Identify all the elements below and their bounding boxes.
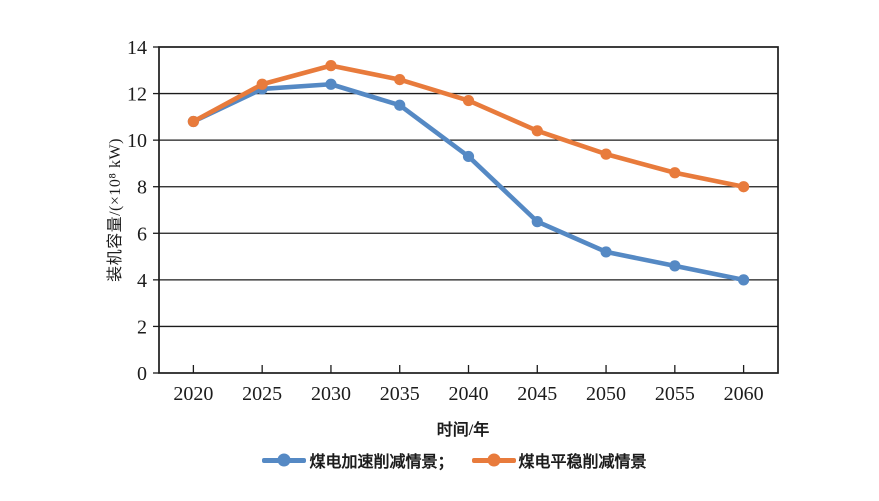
data-point-accelerated-2030 [325,78,337,90]
x-tick-label: 2030 [311,383,351,405]
x-tick-label: 2020 [173,383,213,405]
data-point-steady-2035 [394,74,406,86]
data-point-steady-2030 [325,60,337,72]
data-point-steady-2020 [187,115,199,128]
data-point-steady-2060 [738,181,750,193]
x-tick-label: 2040 [449,383,489,405]
y-axis: 0 2 4 6 8 10 12 14 [127,37,159,385]
legend-label-accelerated: 煤电加速削减情景； [309,454,454,471]
y-tick-label: 14 [127,37,147,59]
series-line-accelerated [191,81,746,283]
x-tick-label: 2050 [586,383,626,405]
legend: 煤电加速削减情景； 煤电平稳削减情景 [0,447,879,473]
y-tick-label: 0 [137,363,147,385]
data-point-accelerated-2040 [462,150,475,163]
legend-label-steady: 煤电平稳削减情景 [518,454,647,471]
series-steady [187,60,750,193]
series-accelerated [187,78,750,286]
data-point-accelerated-2060 [738,274,750,286]
x-axis: 2020 2025 2030 2035 2040 2045 2050 2055 2060 [173,365,764,405]
y-tick-label: 2 [137,316,147,338]
x-tick-label: 2025 [242,383,282,405]
gridlines [159,92,778,328]
y-tick-label: 8 [137,177,147,199]
x-tick-label: 2060 [724,383,764,405]
data-point-steady-2040 [462,94,475,107]
legend-item-accelerated: 煤电加速削减情景； [262,448,454,472]
x-tick-label: 2035 [380,383,420,405]
x-tick-label: 2045 [517,383,557,405]
y-axis-title: 装机容量/(×10⁸ kW) [107,138,124,282]
series-line-steady [191,63,746,190]
data-point-accelerated-2035 [394,99,406,111]
y-tick-label: 4 [137,270,147,292]
legend-dot-icon [487,453,500,467]
legend-item-steady: 煤电平稳削减情景 [471,448,647,472]
y-tick-label: 6 [137,223,147,245]
data-point-accelerated-2050 [600,246,612,258]
data-point-steady-2045 [531,125,543,137]
data-point-accelerated-2055 [669,260,681,272]
data-point-accelerated-2045 [531,216,543,228]
y-tick-label: 10 [127,130,147,152]
data-point-steady-2050 [600,148,612,160]
x-axis-title: 时间/年 [436,422,490,439]
data-point-steady-2025 [256,78,268,90]
legend-line-icon [262,453,307,467]
legend-line-icon [471,453,516,467]
data-point-steady-2055 [669,167,681,179]
y-tick-label: 12 [127,84,147,106]
legend-dot-icon [277,453,291,467]
x-tick-label: 2055 [655,383,695,405]
